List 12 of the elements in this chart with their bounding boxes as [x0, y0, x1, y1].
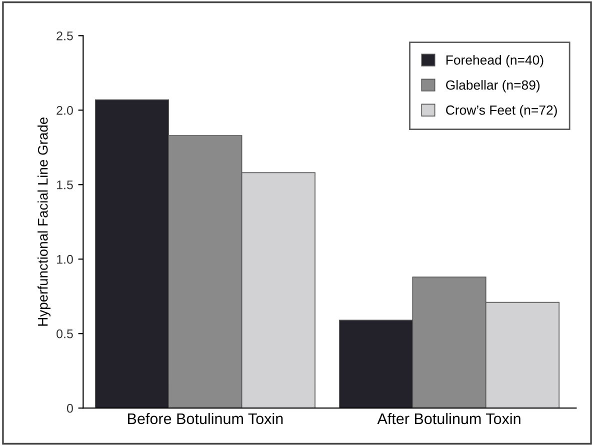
legend-label: Glabellar (n=89): [446, 80, 540, 92]
legend-label: Forehead (n=40): [446, 55, 544, 68]
y-tick-label: 2.5: [56, 31, 73, 40]
y-tick-label: 2.0: [56, 106, 73, 115]
y-tick-label: 1.0: [57, 254, 73, 264]
legend-label: Crow’s Feet (n=72): [446, 105, 557, 118]
x-tick-label: After Botulinum Toxin: [377, 412, 520, 424]
y-tick-label: 0.5: [56, 329, 73, 338]
x-tick-label: Before Botulinum Toxin: [128, 412, 283, 424]
y-tick-label: 0: [66, 404, 73, 413]
y-axis-title: Hyperfunctional Facial Line Grade: [38, 118, 51, 326]
y-tick-label: 1.5: [57, 180, 73, 190]
